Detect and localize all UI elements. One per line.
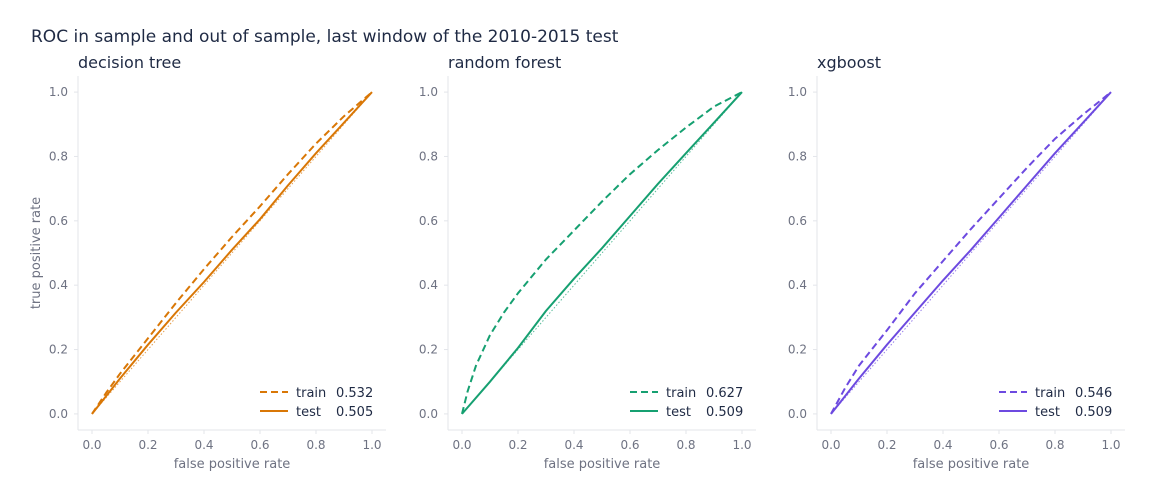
- y-tick-label: 0.4: [49, 278, 68, 292]
- y-tick-label: 0.2: [419, 343, 438, 357]
- y-tick-label: 0.0: [419, 407, 438, 421]
- series-line-test: [830, 91, 1112, 415]
- chance-diagonal: [830, 91, 1112, 415]
- legend-auc-test: 0.509: [706, 405, 743, 420]
- x-tick-label: 0.8: [676, 438, 695, 452]
- panel-3: xgboost 0.0 0.2 0.4 0.6 0.8 1.0 0.0 0.2 0.4 0.6 0.8…: [788, 53, 1125, 472]
- x-tick-label: 0.2: [138, 438, 157, 452]
- panel-title: decision tree: [78, 53, 181, 72]
- series-line-test: [91, 91, 373, 415]
- legend-label-test: test: [666, 405, 691, 420]
- legend-label-test: test: [296, 405, 321, 420]
- y-tick-label: 0.0: [788, 407, 807, 421]
- y-tick-label: 1.0: [788, 85, 807, 99]
- y-tick-label: 1.0: [419, 85, 438, 99]
- chance-diagonal: [91, 91, 373, 415]
- legend-label-test: test: [1035, 405, 1060, 420]
- y-axis-label: true positive rate: [29, 197, 44, 309]
- y-tick-label: 0.6: [49, 214, 68, 228]
- x-tick-label: 0.4: [564, 438, 583, 452]
- x-tick-label: 1.0: [732, 438, 751, 452]
- series-line-train: [830, 91, 1112, 415]
- legend-auc-test: 0.505: [336, 405, 373, 420]
- x-tick-label: 0.8: [1045, 438, 1064, 452]
- y-tick-label: 0.8: [49, 149, 68, 163]
- panel-2: random forest 0.0 0.2 0.4 0.6 0.8 1.0 0.0 0.2 0.4…: [419, 53, 756, 472]
- x-tick-label: 0.2: [508, 438, 527, 452]
- y-tick-label: 0.4: [419, 278, 438, 292]
- panel-title: random forest: [448, 53, 561, 72]
- y-tick-label: 0.4: [788, 278, 807, 292]
- y-tick-label: 0.2: [788, 343, 807, 357]
- x-tick-label: 0.8: [306, 438, 325, 452]
- x-axis-label: false positive rate: [174, 457, 291, 472]
- panel-1: decision tree 0.0 0.2 0.4 0.6 0.8 1.0 0.0 0.2 0.4…: [29, 53, 386, 472]
- series-line-test: [461, 91, 743, 415]
- legend-auc-train: 0.627: [706, 386, 743, 401]
- legend-label-train: train: [1035, 386, 1065, 401]
- legend-auc-test: 0.509: [1075, 405, 1112, 420]
- x-tick-label: 0.0: [452, 438, 471, 452]
- series-line-train: [461, 91, 743, 415]
- x-tick-label: 0.4: [933, 438, 952, 452]
- legend-auc-train: 0.532: [336, 386, 373, 401]
- y-tick-label: 0.8: [788, 149, 807, 163]
- y-tick-label: 0.2: [49, 343, 68, 357]
- x-axis-label: false positive rate: [913, 457, 1030, 472]
- x-tick-label: 0.6: [620, 438, 639, 452]
- x-tick-label: 0.0: [82, 438, 101, 452]
- series-line-train: [91, 91, 373, 415]
- legend-auc-train: 0.546: [1075, 386, 1112, 401]
- x-tick-label: 0.0: [821, 438, 840, 452]
- x-tick-label: 0.4: [194, 438, 213, 452]
- x-tick-label: 1.0: [362, 438, 381, 452]
- y-tick-label: 0.6: [419, 214, 438, 228]
- y-tick-label: 0.0: [49, 407, 68, 421]
- x-tick-label: 0.6: [989, 438, 1008, 452]
- x-tick-label: 0.6: [250, 438, 269, 452]
- x-tick-label: 0.2: [877, 438, 896, 452]
- y-tick-label: 0.6: [788, 214, 807, 228]
- x-axis-label: false positive rate: [544, 457, 661, 472]
- legend-label-train: train: [296, 386, 326, 401]
- legend-label-train: train: [666, 386, 696, 401]
- figure-title: ROC in sample and out of sample, last wi…: [31, 27, 619, 47]
- x-tick-label: 1.0: [1101, 438, 1120, 452]
- y-tick-label: 1.0: [49, 85, 68, 99]
- panel-title: xgboost: [817, 53, 881, 72]
- y-tick-label: 0.8: [419, 149, 438, 163]
